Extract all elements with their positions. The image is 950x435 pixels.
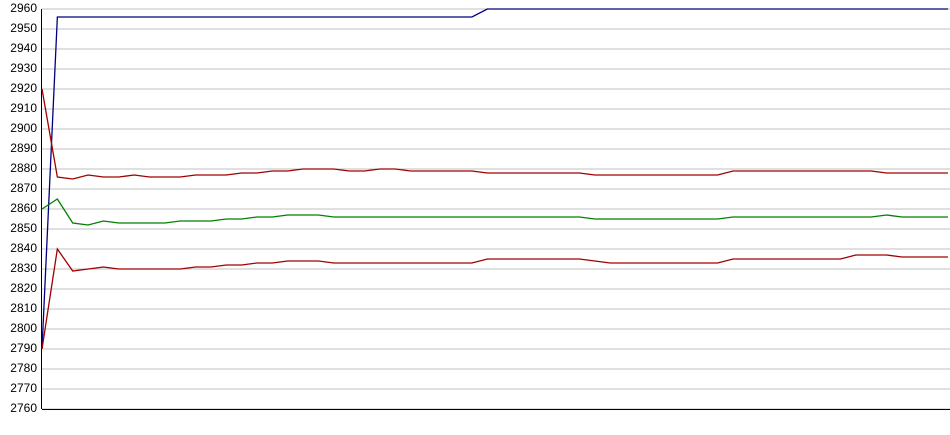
y-tick-label: 2950 [10, 21, 37, 35]
y-tick-label: 2820 [10, 281, 37, 295]
y-tick-label: 2760 [10, 401, 37, 415]
y-tick-label: 2780 [10, 361, 37, 375]
y-tick-label: 2800 [10, 321, 37, 335]
y-tick-label: 2840 [10, 241, 37, 255]
y-tick-label: 2920 [10, 81, 37, 95]
y-tick-label: 2880 [10, 161, 37, 175]
y-tick-label: 2850 [10, 221, 37, 235]
series-line [41, 198, 948, 226]
y-tick-label: 2960 [10, 1, 37, 15]
series-line [41, 8, 948, 350]
y-tick-label: 2890 [10, 141, 37, 155]
y-tick-label: 2910 [10, 101, 37, 115]
y-tick-label: 2870 [10, 181, 37, 195]
y-tick-label: 2900 [10, 121, 37, 135]
series-line [41, 88, 948, 180]
y-tick-label: 2930 [10, 61, 37, 75]
series-line [41, 247, 948, 350]
y-tick-label: 2830 [10, 261, 37, 275]
y-tick-label: 2770 [10, 381, 37, 395]
y-tick-label: 2790 [10, 341, 37, 355]
y-tick-label: 2810 [10, 301, 37, 315]
y-tick-label: 2940 [10, 41, 37, 55]
y-tick-label: 2860 [10, 201, 37, 215]
